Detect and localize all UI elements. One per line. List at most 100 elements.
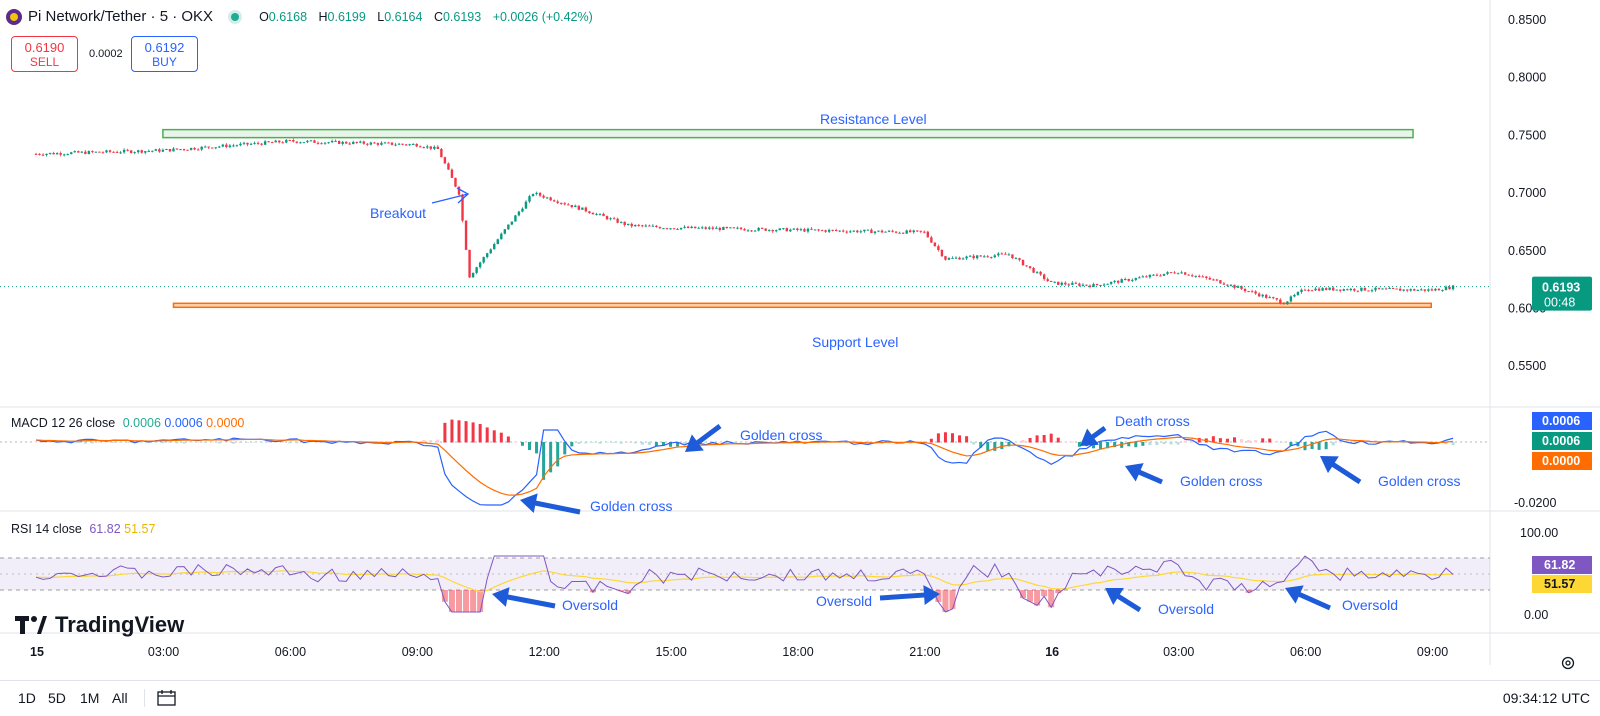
candle bbox=[1131, 280, 1133, 281]
macd-histogram-bar bbox=[1141, 442, 1144, 446]
macd-histogram-bar bbox=[1325, 442, 1328, 449]
candle bbox=[578, 206, 580, 210]
candle bbox=[126, 150, 128, 151]
candle bbox=[937, 246, 939, 250]
symbol-title[interactable]: Pi Network/Tether · 5 · OKX bbox=[28, 8, 213, 25]
macd-histogram-bar bbox=[606, 442, 609, 443]
candle bbox=[193, 148, 195, 150]
candle bbox=[468, 250, 470, 278]
candle bbox=[775, 230, 777, 231]
candle bbox=[1293, 295, 1295, 296]
candle bbox=[1071, 283, 1073, 285]
candle bbox=[356, 142, 358, 143]
macd-histogram-bar bbox=[930, 439, 933, 443]
candle bbox=[1022, 260, 1024, 265]
candle bbox=[779, 228, 781, 230]
tradingview-icon bbox=[15, 616, 47, 634]
candle bbox=[250, 144, 252, 145]
macd-histogram-bar bbox=[443, 423, 446, 443]
candle bbox=[59, 153, 61, 155]
candle bbox=[1452, 285, 1454, 289]
tradingview-logo[interactable]: TradingView bbox=[15, 612, 184, 638]
chart-canvas[interactable]: 0.85000.80000.75000.70000.65000.60000.55… bbox=[0, 0, 1600, 680]
candle bbox=[1212, 279, 1214, 280]
macd-histogram-bar bbox=[479, 424, 482, 442]
candle bbox=[1001, 254, 1003, 255]
candle bbox=[1247, 291, 1249, 292]
candle bbox=[1103, 285, 1105, 286]
macd-histogram-bar bbox=[1402, 442, 1405, 443]
candle bbox=[200, 147, 202, 150]
timeframe-1d[interactable]: 1D bbox=[18, 690, 36, 706]
bottom-toolbar: 1D 5D 1M All 09:34:12 UTC bbox=[0, 680, 1600, 716]
resistance-zone bbox=[163, 130, 1413, 138]
timeframe-all[interactable]: All bbox=[112, 690, 128, 706]
candle bbox=[557, 201, 559, 202]
candle bbox=[613, 218, 615, 219]
macd-histogram-bar bbox=[1311, 442, 1314, 449]
candle bbox=[1417, 290, 1419, 291]
candle bbox=[549, 197, 551, 200]
macd-histogram-bar bbox=[422, 440, 425, 443]
candle bbox=[109, 150, 111, 151]
timeframe-1m[interactable]: 1M bbox=[80, 690, 99, 706]
candle bbox=[1032, 268, 1034, 273]
timeframe-5d[interactable]: 5D bbox=[48, 690, 66, 706]
candle bbox=[465, 221, 467, 250]
candle bbox=[299, 142, 301, 143]
macd-histogram-bar bbox=[1000, 442, 1003, 449]
candle bbox=[349, 143, 351, 144]
candle bbox=[539, 193, 541, 196]
candle bbox=[225, 145, 227, 147]
candle bbox=[764, 228, 766, 230]
candle bbox=[1251, 291, 1253, 292]
date-range-icon[interactable] bbox=[156, 689, 178, 707]
candle bbox=[1177, 273, 1179, 274]
candle bbox=[482, 257, 484, 262]
candle bbox=[1106, 284, 1108, 285]
candle bbox=[736, 228, 738, 229]
time-tick-label: 06:00 bbox=[275, 645, 306, 659]
buy-button[interactable]: 0.6192 BUY bbox=[131, 36, 198, 72]
macd-legend[interactable]: MACD 12 26 close 0.0006 0.0006 0.0000 bbox=[11, 416, 244, 430]
candle bbox=[105, 150, 107, 152]
candle bbox=[246, 143, 248, 145]
candle bbox=[1371, 290, 1373, 291]
macd-histogram-bar bbox=[288, 442, 291, 443]
utc-clock[interactable]: 09:34:12 UTC bbox=[1503, 690, 1590, 706]
macd-histogram-bar bbox=[211, 442, 214, 443]
candle bbox=[401, 144, 403, 145]
candle bbox=[1135, 278, 1137, 280]
candle bbox=[1163, 274, 1165, 276]
macd-histogram-bar bbox=[972, 442, 975, 444]
macd-histogram-bar bbox=[570, 442, 573, 446]
candle bbox=[507, 225, 509, 230]
candle bbox=[454, 178, 456, 187]
candle bbox=[888, 231, 890, 232]
candle bbox=[1195, 276, 1197, 277]
spread-value: 0.0002 bbox=[89, 48, 123, 60]
time-tick-label: 18:00 bbox=[782, 645, 813, 659]
rsi-legend[interactable]: RSI 14 close 61.82 51.57 bbox=[11, 522, 155, 536]
candle bbox=[955, 258, 957, 259]
candle bbox=[1276, 298, 1278, 299]
macd-histogram-bar bbox=[1036, 435, 1039, 442]
candle bbox=[1304, 290, 1306, 291]
golden-cross-arrow bbox=[1125, 463, 1163, 484]
candle bbox=[296, 142, 298, 143]
gear-icon[interactable] bbox=[1560, 655, 1576, 671]
candle bbox=[1378, 288, 1380, 289]
macd-histogram-bar bbox=[718, 442, 721, 443]
candle bbox=[535, 193, 537, 194]
macd-histogram-bar bbox=[436, 440, 439, 443]
sell-button[interactable]: 0.6190 SELL bbox=[11, 36, 78, 72]
candle bbox=[1170, 272, 1172, 273]
candle bbox=[1364, 288, 1366, 291]
macd-histogram-bar bbox=[1268, 439, 1271, 443]
macd-histogram-bar bbox=[232, 442, 235, 444]
candle bbox=[934, 243, 936, 247]
candle bbox=[1216, 280, 1218, 281]
candle bbox=[881, 231, 883, 233]
candle bbox=[77, 151, 79, 152]
candle bbox=[1381, 288, 1383, 289]
